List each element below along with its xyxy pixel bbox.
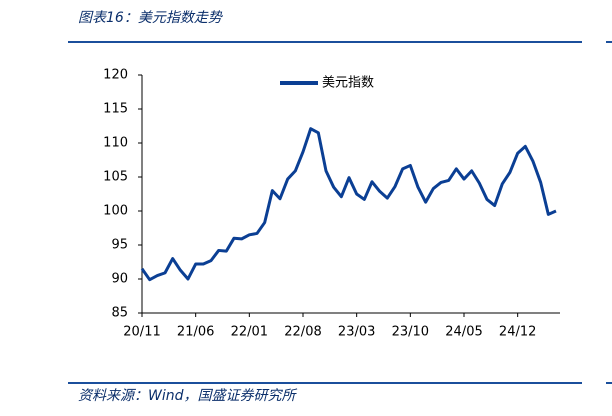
x-tick-label: 23/03: [338, 325, 375, 340]
data-line: [140, 127, 557, 282]
x-tick-label: 23/10: [392, 325, 429, 340]
x-tick-label: 24/12: [499, 325, 536, 340]
y-tick-label: 100: [103, 204, 128, 219]
x-tick-label: 22/08: [284, 325, 321, 340]
y-tick-label: 115: [103, 102, 128, 117]
y-tick-label: 120: [103, 68, 128, 83]
y-tick-label: 90: [111, 272, 128, 287]
y-tick-label: 85: [111, 306, 128, 321]
y-tick-label: 110: [103, 136, 128, 151]
x-tick-label: 20/11: [123, 325, 160, 340]
x-tick-label: 24/05: [445, 325, 482, 340]
source-note: 资料来源：Wind，国盛证券研究所: [78, 388, 297, 404]
x-tick-label: 22/01: [231, 325, 268, 340]
y-tick-label: 95: [111, 238, 128, 253]
y-tick-label: 105: [103, 170, 128, 185]
chart-title: 图表16：美元指数走势: [78, 10, 224, 26]
legend-label: 美元指数: [322, 76, 374, 91]
x-tick-label: 21/06: [177, 325, 214, 340]
